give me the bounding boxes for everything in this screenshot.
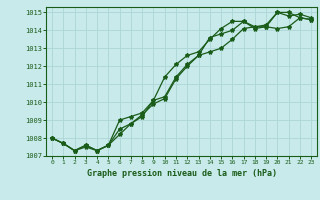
- X-axis label: Graphe pression niveau de la mer (hPa): Graphe pression niveau de la mer (hPa): [87, 169, 276, 178]
